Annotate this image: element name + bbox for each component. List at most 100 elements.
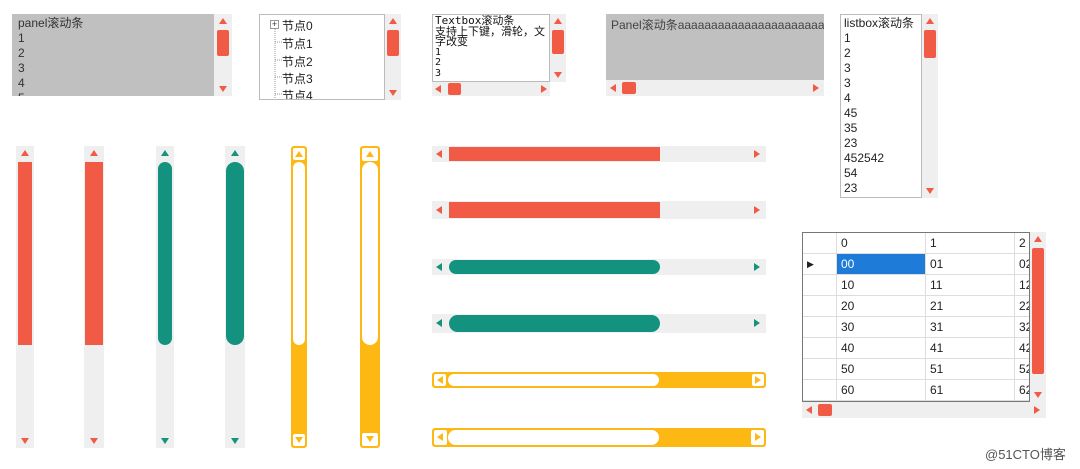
tree-node[interactable]: 节点1	[282, 37, 313, 51]
scroll-left-arrow-icon[interactable]	[435, 85, 441, 93]
scroll-thumb[interactable]	[18, 162, 32, 345]
scroll-down-button[interactable]	[362, 433, 378, 446]
grid-vscrollbar[interactable]	[1030, 232, 1046, 402]
listbox-item[interactable]: 45	[844, 106, 858, 120]
grid-cell[interactable]: 22	[1015, 296, 1029, 317]
grid-vscroll-thumb[interactable]	[1032, 248, 1044, 374]
listbox-item[interactable]: 1	[844, 31, 851, 45]
panel-hscrollbar[interactable]	[606, 80, 824, 96]
grid-column-header[interactable]: 1	[926, 233, 1015, 254]
textbox-hscroll-thumb[interactable]	[448, 83, 461, 95]
listbox-item[interactable]: 35	[844, 121, 858, 135]
hscrollbar-teal-wide[interactable]	[432, 314, 766, 333]
hscrollbar-amber-wide[interactable]	[432, 428, 766, 447]
panel-vscrollbar[interactable]	[214, 14, 232, 96]
data-grid[interactable]: 0 1 2 ▶ 00 01 02 10 11 12 20 21 22 30 31…	[802, 232, 1030, 402]
grid-row-current-marker[interactable]: ▶	[803, 254, 837, 275]
grid-cell[interactable]: 32	[1015, 317, 1029, 338]
scroll-left-button[interactable]	[434, 430, 447, 445]
scroll-thumb[interactable]	[449, 315, 660, 332]
textbox-vscrollbar[interactable]	[550, 14, 566, 82]
scroll-thumb[interactable]	[293, 162, 305, 345]
scroll-thumb[interactable]	[448, 430, 659, 445]
scroll-up-arrow-icon[interactable]	[21, 150, 29, 156]
vscrollbar-red-square[interactable]	[16, 146, 34, 448]
tree-node[interactable]: 节点0	[282, 19, 313, 33]
grid-cell[interactable]: 11	[926, 275, 1015, 296]
grid-cell[interactable]: 62	[1015, 380, 1029, 401]
tree-vscroll-thumb[interactable]	[387, 30, 399, 56]
grid-cell[interactable]: 10	[837, 275, 926, 296]
scroll-thumb[interactable]	[449, 260, 660, 274]
grid-cell[interactable]: 51	[926, 359, 1015, 380]
tree-vscrollbar[interactable]	[385, 14, 401, 100]
listbox-item[interactable]: 3	[844, 61, 851, 75]
panel-hscroll-thumb[interactable]	[622, 82, 636, 94]
listbox-item[interactable]: 23	[844, 136, 858, 150]
panel-vscroll-thumb[interactable]	[217, 30, 229, 56]
scroll-right-arrow-icon[interactable]	[754, 319, 760, 327]
vscrollbar-teal-rounded[interactable]	[156, 146, 174, 448]
listbox-item[interactable]: 452542	[844, 151, 885, 165]
grid-row-header[interactable]	[803, 275, 837, 296]
textbox-vscroll-thumb[interactable]	[552, 30, 564, 54]
grid-cell[interactable]: 52	[1015, 359, 1029, 380]
scroll-left-arrow-icon[interactable]	[436, 263, 442, 271]
scroll-thumb[interactable]	[226, 162, 244, 345]
listbox-item[interactable]: 4	[844, 91, 851, 105]
grid-cell[interactable]: 50	[837, 359, 926, 380]
listbox-item[interactable]: listbox滚动条	[844, 16, 915, 30]
scroll-down-arrow-icon[interactable]	[219, 86, 227, 92]
grid-row-header[interactable]	[803, 296, 837, 317]
scroll-down-arrow-icon[interactable]	[926, 188, 934, 194]
textbox[interactable]: Textbox滚动条 支持上下键，滑轮，文 字改变 1 2 3	[432, 14, 550, 82]
scroll-up-button[interactable]	[362, 148, 378, 161]
listbox-vscrollbar[interactable]	[922, 14, 938, 198]
scroll-right-arrow-icon[interactable]	[1034, 406, 1040, 414]
hscrollbar-amber[interactable]	[432, 372, 766, 388]
scroll-thumb[interactable]	[362, 162, 378, 345]
textbox-hscrollbar[interactable]	[432, 82, 550, 96]
scroll-down-arrow-icon[interactable]	[1034, 392, 1042, 398]
scroll-left-arrow-icon[interactable]	[610, 84, 616, 92]
scroll-right-button[interactable]	[751, 430, 764, 445]
grid-cell[interactable]: 02	[1015, 254, 1029, 275]
scroll-down-button[interactable]	[293, 434, 305, 446]
scroll-down-arrow-icon[interactable]	[161, 438, 169, 444]
grid-cell[interactable]: 40	[837, 338, 926, 359]
scroll-thumb[interactable]	[158, 162, 172, 345]
vscrollbar-amber-wide[interactable]	[360, 146, 380, 448]
hscrollbar-teal-rounded[interactable]	[432, 259, 766, 275]
scroll-up-arrow-icon[interactable]	[389, 18, 397, 24]
grid-cell[interactable]: 42	[1015, 338, 1029, 359]
hscrollbar-red[interactable]	[432, 201, 766, 219]
grid-column-header[interactable]: 2	[1015, 233, 1029, 254]
scroll-up-button[interactable]	[293, 148, 305, 160]
listbox-item[interactable]: 3	[844, 76, 851, 90]
hscrollbar-red-square[interactable]	[432, 146, 766, 162]
scroll-left-arrow-icon[interactable]	[436, 150, 442, 158]
scroll-left-button[interactable]	[434, 374, 446, 386]
grid-cell[interactable]: 01	[926, 254, 1015, 275]
scroll-up-arrow-icon[interactable]	[1034, 236, 1042, 242]
scroll-left-arrow-icon[interactable]	[436, 319, 442, 327]
scroll-left-arrow-icon[interactable]	[806, 406, 812, 414]
listbox-item[interactable]: 54	[844, 166, 858, 180]
grid-cell[interactable]: 00	[837, 254, 926, 275]
grid-cell[interactable]: 60	[837, 380, 926, 401]
scroll-right-arrow-icon[interactable]	[813, 84, 819, 92]
scroll-up-arrow-icon[interactable]	[926, 18, 934, 24]
scroll-up-arrow-icon[interactable]	[219, 18, 227, 24]
grid-row-header[interactable]	[803, 359, 837, 380]
scroll-right-arrow-icon[interactable]	[754, 263, 760, 271]
listbox-vscroll-thumb[interactable]	[924, 30, 936, 58]
grid-row-header[interactable]	[803, 338, 837, 359]
scroll-down-arrow-icon[interactable]	[389, 90, 397, 96]
grid-cell[interactable]: 31	[926, 317, 1015, 338]
scroll-up-arrow-icon[interactable]	[90, 150, 98, 156]
listbox-item[interactable]: 23	[844, 181, 858, 195]
scroll-down-arrow-icon[interactable]	[554, 72, 562, 78]
scroll-thumb[interactable]	[448, 374, 659, 386]
scroll-down-arrow-icon[interactable]	[21, 438, 29, 444]
scroll-down-arrow-icon[interactable]	[90, 438, 98, 444]
